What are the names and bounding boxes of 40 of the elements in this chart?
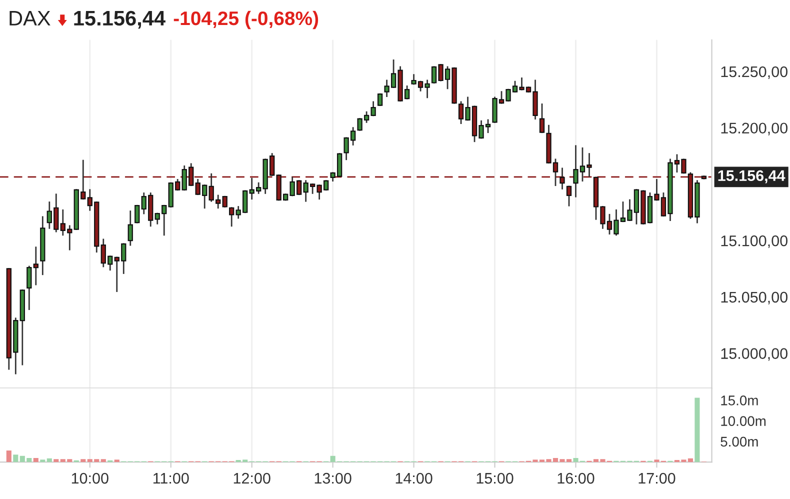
- y-tick-label: 15.000,00: [721, 348, 788, 361]
- x-tick-label: 11:00: [153, 472, 189, 484]
- bar: [54, 459, 59, 462]
- candlestick: [33, 246, 38, 286]
- bar: [100, 459, 106, 462]
- bar: [688, 458, 693, 462]
- y-tick-label: 15.100,00: [721, 235, 788, 248]
- chart-title: DAX: [10, 11, 50, 26]
- bar: [114, 460, 120, 462]
- x-tick-label: 13:00: [314, 472, 352, 484]
- candlestick: [539, 103, 545, 134]
- chart-subtitle: 15.156,44: [74, 10, 166, 29]
- y-tick-label: 15.0m: [721, 396, 758, 406]
- y-tick-label: 15.250,00: [721, 66, 788, 79]
- x-tick-label: 14:00: [396, 472, 432, 484]
- y-tick-label: 10.00m: [721, 416, 766, 426]
- x-tick-label: 12:00: [234, 472, 270, 484]
- candlestick: [566, 186, 572, 206]
- candlestick: [26, 266, 32, 310]
- bar: [13, 454, 18, 462]
- text: -104,25 (-0,68%): [174, 10, 318, 30]
- bar: [694, 398, 700, 462]
- x-tick-label: 17:00: [638, 472, 676, 484]
- y-tick-label: 15.200,00: [721, 122, 788, 136]
- y-tick-label: 5.00m: [720, 436, 758, 447]
- bar: [33, 458, 38, 462]
- candlestick: [134, 204, 140, 224]
- bar: [6, 450, 12, 462]
- candlestick: [377, 93, 383, 106]
- x-tick-label: 16:00: [558, 472, 594, 484]
- candlestick: [128, 210, 133, 246]
- x-tick-label: 10:00: [72, 472, 108, 484]
- ref-line-label: 15.156,44: [718, 170, 786, 184]
- bar: [46, 458, 52, 462]
- candlestick: [229, 207, 234, 227]
- bar: [80, 459, 86, 462]
- bar: [40, 460, 46, 462]
- candlestick: [222, 196, 228, 208]
- x-tick-label: 15:00: [476, 472, 514, 484]
- y-tick-label: 15.050,00: [721, 292, 788, 304]
